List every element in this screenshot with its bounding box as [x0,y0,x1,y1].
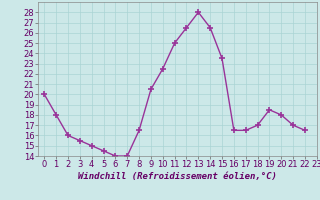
X-axis label: Windchill (Refroidissement éolien,°C): Windchill (Refroidissement éolien,°C) [78,172,277,181]
